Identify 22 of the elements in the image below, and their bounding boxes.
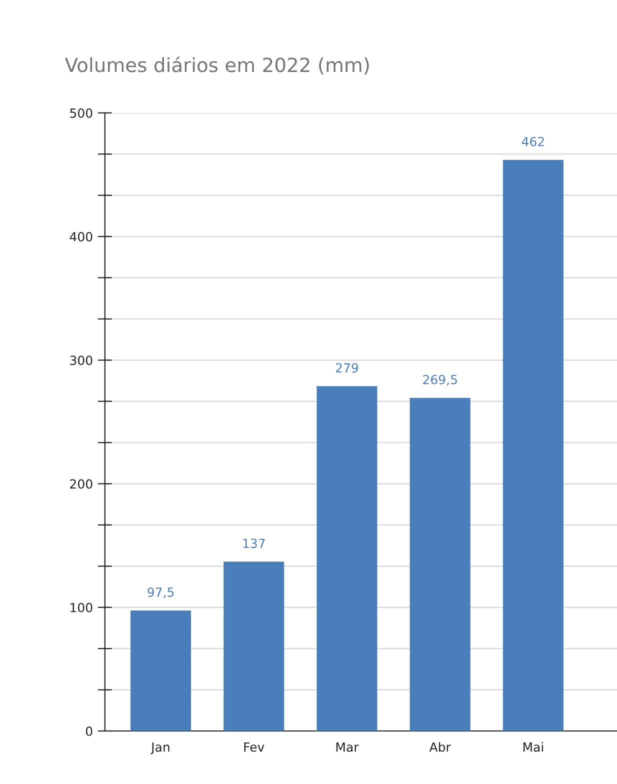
data-label: 279: [336, 363, 358, 373]
x-tick-label: Abr: [429, 742, 451, 752]
y-tick-label: 300: [70, 356, 92, 366]
bar: [410, 398, 470, 731]
x-tick-label: Mar: [336, 742, 359, 752]
y-tick-label: 200: [70, 479, 92, 489]
data-label: 269,5: [423, 374, 457, 386]
y-tick-label: 0: [86, 726, 92, 736]
y-tick-label: 400: [70, 232, 92, 242]
bar: [130, 610, 192, 731]
y-tick-label: 100: [70, 602, 92, 612]
data-label: 137: [243, 538, 265, 548]
x-tick-label: Fev: [244, 742, 264, 752]
x-tick-label: Mai: [523, 742, 543, 752]
data-label: 462: [522, 136, 544, 146]
bar: [502, 160, 564, 731]
chart-title: Volumes diários em 2022 (mm): [64, 56, 369, 75]
x-tick-label: Jan: [150, 742, 170, 754]
bar: [224, 562, 284, 731]
bar: [316, 386, 378, 731]
y-tick-label: 500: [70, 108, 92, 118]
data-label: 97,5: [148, 587, 174, 598]
